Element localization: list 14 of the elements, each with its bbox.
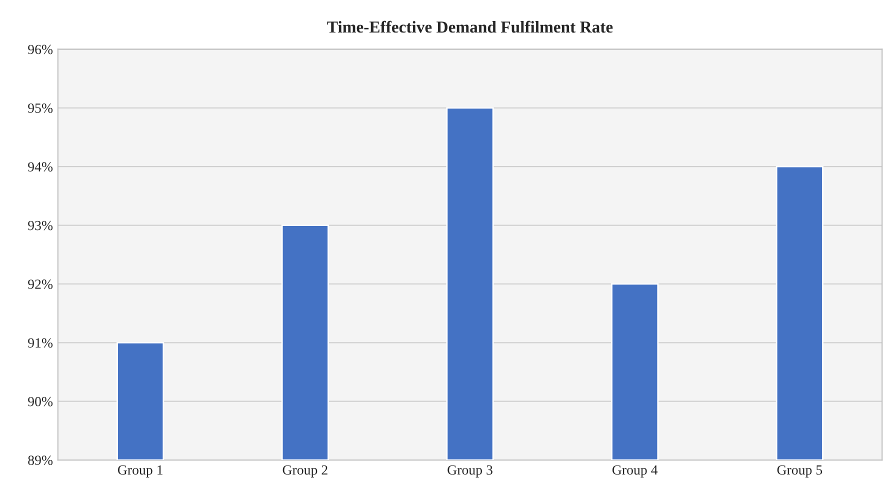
y-tick-label: 89%: [28, 456, 53, 466]
x-tick-label: Group 2: [282, 465, 328, 478]
y-tick-label: 94%: [28, 162, 53, 172]
x-tick-label: Group 1: [118, 465, 162, 478]
x-tick-label: Group 4: [612, 465, 658, 478]
chart-title: Time-Effective Demand Fulfilment Rate: [327, 20, 613, 33]
y-tick-label: 96%: [28, 44, 53, 54]
x-tick-label: Group 5: [777, 465, 822, 478]
x-tick-label: Group 3: [448, 465, 492, 478]
y-tick-label: 95%: [28, 103, 53, 113]
y-tick-label: 92%: [28, 280, 53, 289]
y-tick-label: 90%: [28, 396, 53, 406]
y-tick-label: 93%: [28, 220, 53, 230]
y-tick-label: 91%: [28, 338, 53, 348]
